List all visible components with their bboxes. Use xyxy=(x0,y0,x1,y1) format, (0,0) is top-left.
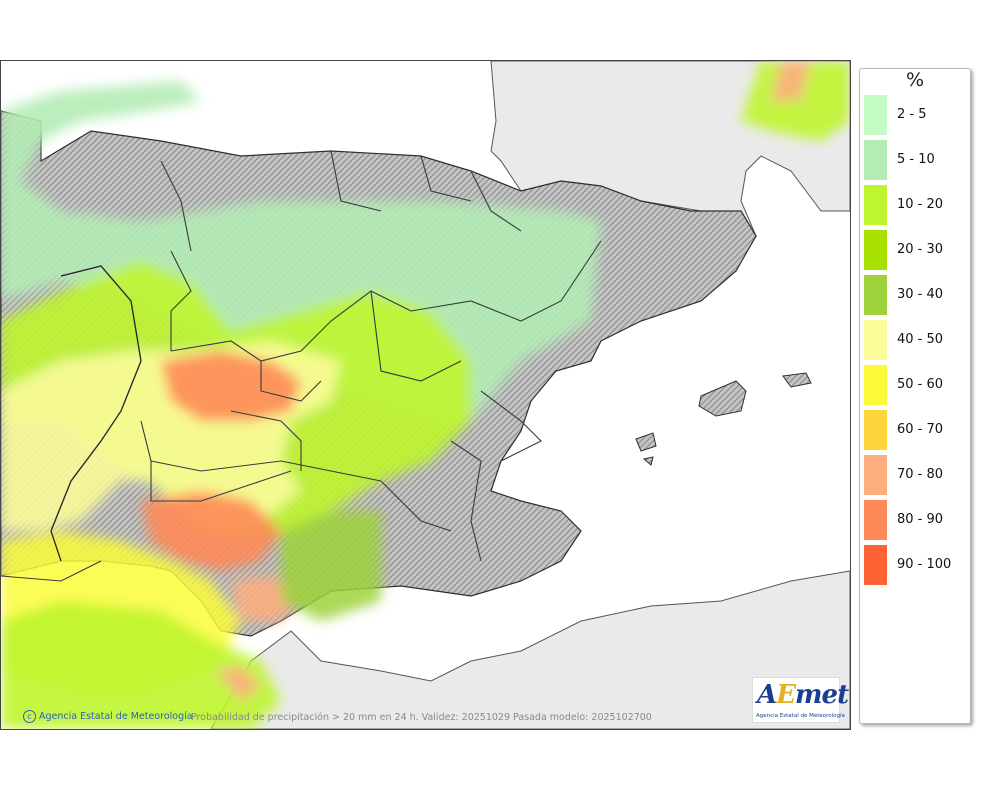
credit-label: Agencia Estatal de Meteorología xyxy=(39,711,193,722)
legend-swatch xyxy=(864,365,887,405)
legend-label: 10 - 20 xyxy=(897,197,944,212)
legend-label: 40 - 50 xyxy=(897,332,944,347)
legend-item: 30 - 40 xyxy=(864,275,968,315)
legend-swatch xyxy=(864,140,887,180)
mallorca-island xyxy=(698,380,747,417)
legend-label: 5 - 10 xyxy=(897,152,935,167)
north-africa-landmass xyxy=(210,570,850,729)
legend-unit-label: % xyxy=(905,69,925,91)
aemet-logo: AEmet Agencia Estatal de Meteorología xyxy=(752,677,849,723)
legend-label: 70 - 80 xyxy=(897,467,944,482)
legend-swatch xyxy=(864,185,887,225)
legend-item: 80 - 90 xyxy=(864,500,968,540)
legend-swatch xyxy=(864,95,887,135)
legend-item: 40 - 50 xyxy=(864,320,968,360)
credit-text: c Agencia Estatal de Meteorología xyxy=(23,710,193,723)
legend-swatch xyxy=(864,500,887,540)
legend-label: 20 - 30 xyxy=(897,242,944,257)
copyright-icon: c xyxy=(23,710,36,723)
legend-swatch xyxy=(864,230,887,270)
legend-label: 90 - 100 xyxy=(897,557,952,572)
map-caption: Probabilidad de precipitación > 20 mm en… xyxy=(191,712,652,723)
legend-panel: % 2 - 5 5 - 10 10 - 20 20 - 30 30 - 40 40 - 5… xyxy=(859,68,971,724)
legend-item: 60 - 70 xyxy=(864,410,968,450)
aemet-logo-subtitle: Agencia Estatal de Meteorología xyxy=(756,713,845,719)
map-panel[interactable]: c Agencia Estatal de Meteorología Probab… xyxy=(0,60,851,730)
legend-item: 5 - 10 xyxy=(864,140,968,180)
legend-label: 80 - 90 xyxy=(897,512,944,527)
legend-swatch xyxy=(864,545,887,585)
legend-label: 50 - 60 xyxy=(897,377,944,392)
legend-label: 60 - 70 xyxy=(897,422,944,437)
legend-swatch xyxy=(864,410,887,450)
legend-item: 90 - 100 xyxy=(864,545,968,585)
legend-swatch xyxy=(864,275,887,315)
precipitation-probability-map[interactable] xyxy=(1,61,850,729)
portugal-spain-border xyxy=(50,265,142,562)
legend-item: 70 - 80 xyxy=(864,455,968,495)
legend-item: 20 - 30 xyxy=(864,230,968,270)
legend-item: 2 - 5 xyxy=(864,95,968,135)
formentera-island xyxy=(642,456,654,466)
menorca-island xyxy=(782,372,812,388)
legend-item: 50 - 60 xyxy=(864,365,968,405)
legend-label: 2 - 5 xyxy=(897,107,927,122)
ibiza-island xyxy=(635,432,657,452)
legend-swatch xyxy=(864,320,887,360)
legend-item: 10 - 20 xyxy=(864,185,968,225)
aemet-logo-word: AEmet xyxy=(757,680,849,710)
legend-swatch xyxy=(864,455,887,495)
legend-label: 30 - 40 xyxy=(897,287,944,302)
precipitation-layer xyxy=(1,61,850,729)
